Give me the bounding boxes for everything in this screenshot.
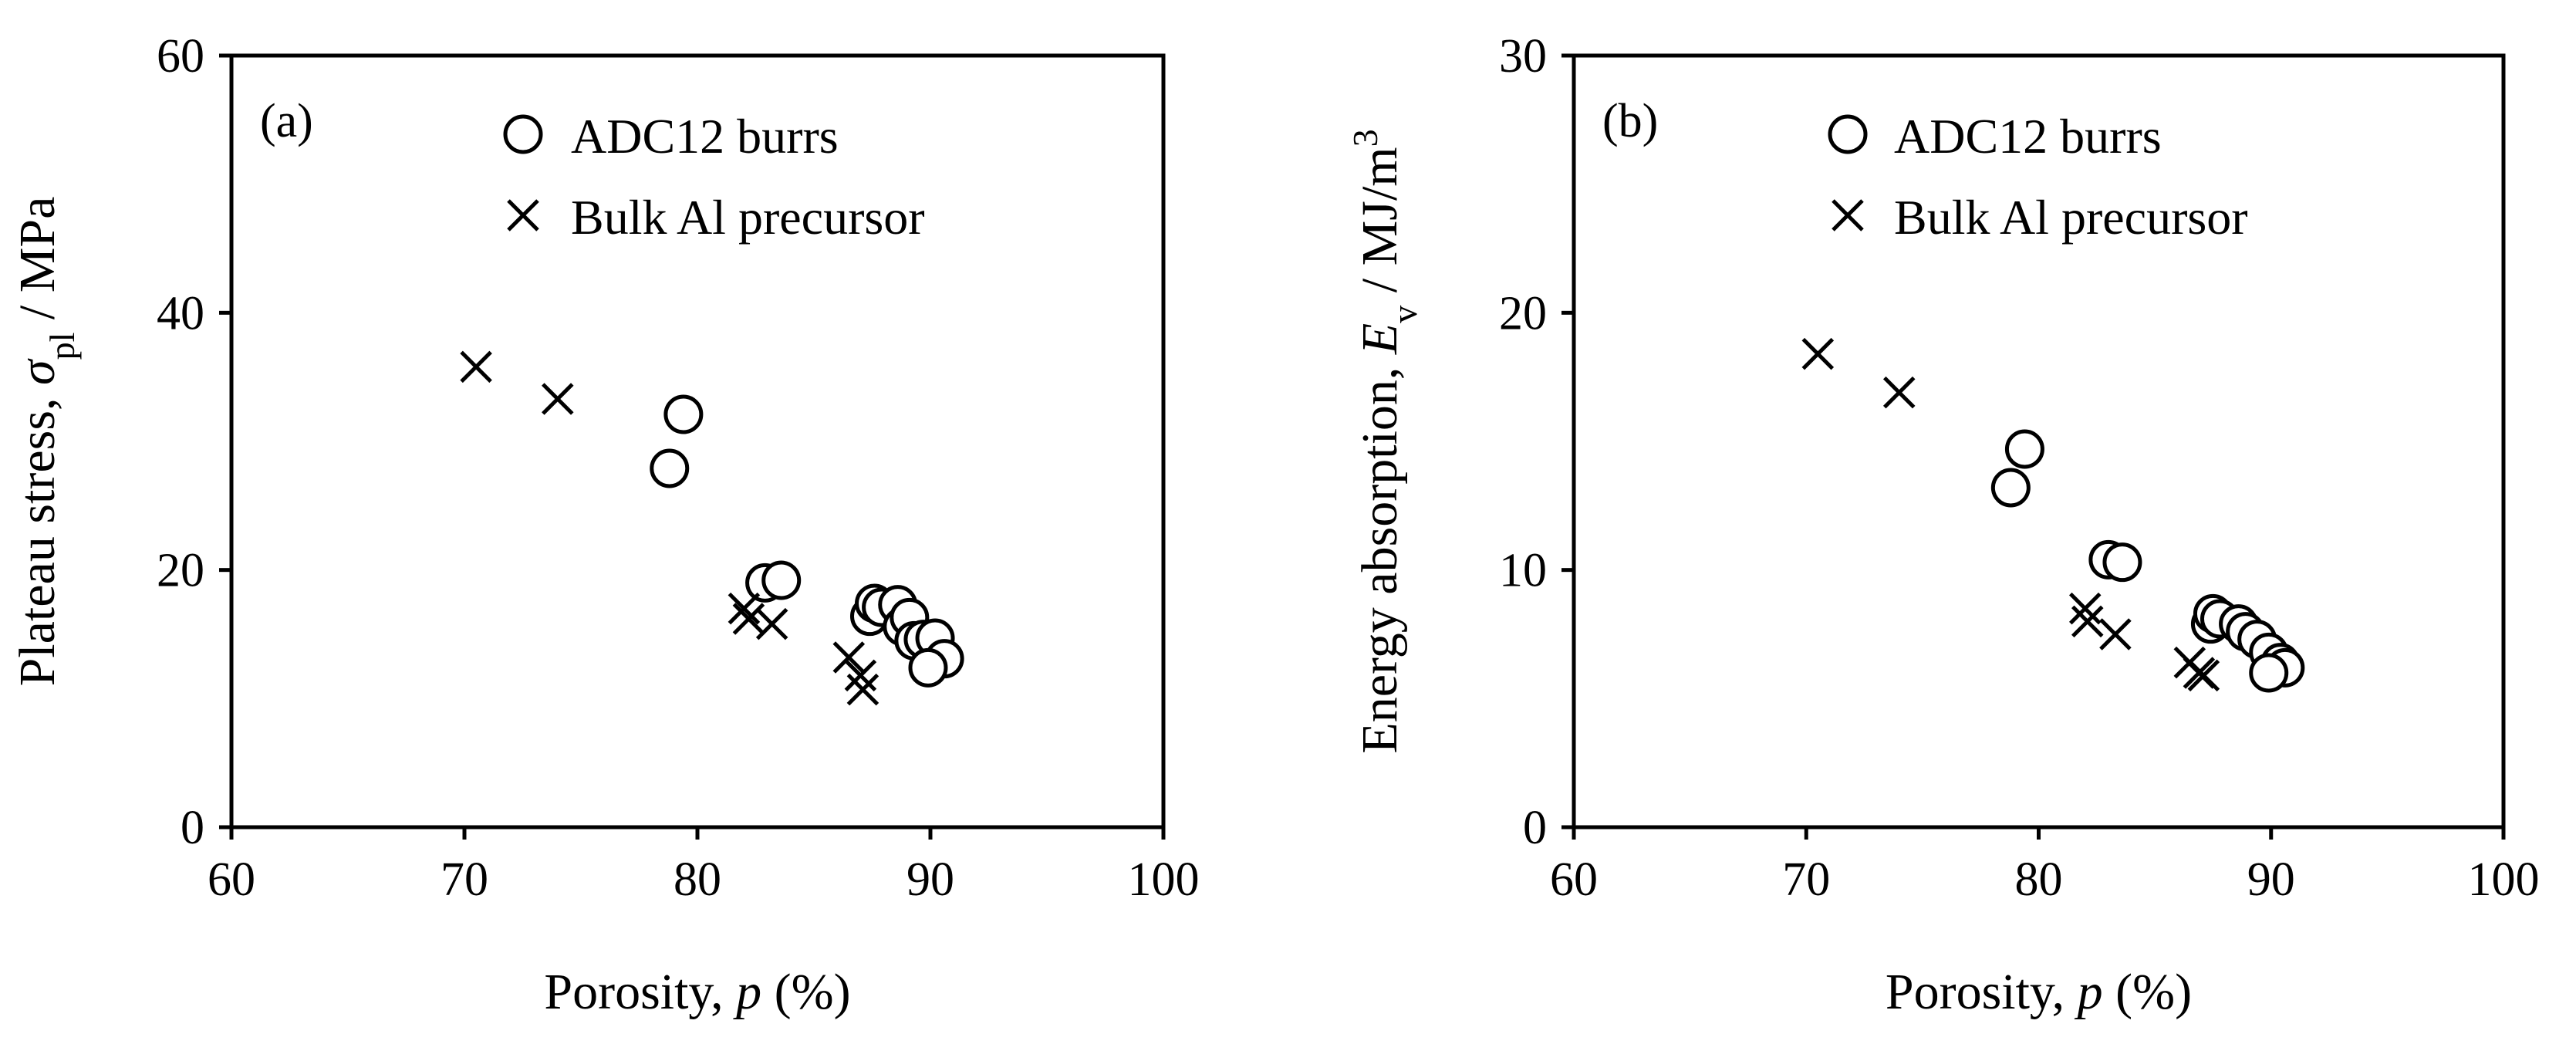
y-axis-title-symbol: E	[1352, 323, 1408, 355]
data-point-circle	[2102, 542, 2142, 583]
legend-cross-marker-stroke-b	[507, 199, 539, 231]
data-point-cross-stroke-b	[2068, 592, 2102, 625]
data-point-cross-stroke-b	[2071, 605, 2104, 638]
legend-label: ADC12 burrs	[571, 109, 839, 164]
legend-label: Bulk Al precursor	[571, 190, 925, 245]
x-axis-title: Porosity, p (%)	[1886, 964, 2192, 1020]
chart-panel-a: 60 70 80 90 100 0 20 40 60 Porosity, p (%) Plateau…	[9, 30, 1200, 1020]
data-point-cross-stroke-b	[832, 641, 866, 674]
data-point-cross-stroke-b	[542, 383, 574, 415]
data-point-cross-stroke-b	[2099, 618, 2132, 650]
y-axis-title-superscript: 3	[1345, 129, 1385, 147]
y-axis-title-suffix: / MJ/m	[1352, 147, 1408, 305]
y-tick-label: 60	[157, 30, 204, 83]
x-tick-label: 60	[1550, 853, 1598, 906]
plot-frame	[229, 53, 1166, 830]
data-point-cross	[2187, 659, 2220, 692]
data-point-cross-stroke-b	[846, 673, 879, 706]
chart-panel-b: 60 70 80 90 100 0 10 20 30 Porosity, p (%) Energy …	[1345, 30, 2540, 1020]
x-tick-label: 60	[208, 853, 255, 906]
y-axis-title-prefix: Plateau stress,	[9, 385, 66, 686]
series-bulk-al-precursor	[460, 350, 879, 706]
y-axis-title-prefix: Energy absorption,	[1352, 354, 1408, 754]
x-axis-title-suffix: (%)	[761, 964, 850, 1020]
panel-label: (a)	[260, 95, 313, 147]
y-axis-title: Energy absorption, Ev / MJ/m3	[1345, 129, 1424, 753]
data-point-cross	[2068, 592, 2102, 625]
y-tick-label: 40	[157, 287, 204, 340]
x-tick-label: 90	[2247, 853, 2295, 906]
legend-cross-marker-stroke-b	[1832, 199, 1864, 231]
legend-label: ADC12 burrs	[1894, 109, 2162, 164]
data-point-circle	[1990, 468, 2031, 508]
data-point-circle	[908, 647, 948, 688]
y-tick-label: 30	[1499, 30, 1547, 83]
data-point-cross	[755, 607, 788, 640]
data-point-cross	[728, 592, 761, 625]
legend-cross-marker	[1832, 199, 1864, 231]
x-tick-label: 100	[1128, 853, 1200, 906]
panel-label: (b)	[1602, 95, 1658, 147]
legend: ADC12 burrs Bulk Al precursor	[503, 109, 925, 245]
data-point-cross-stroke-b	[728, 592, 761, 625]
data-point-cross	[844, 659, 877, 692]
data-point-cross	[2099, 618, 2132, 650]
y-tick-label: 20	[1499, 287, 1547, 340]
data-point-circle	[663, 394, 704, 434]
series-adc12-burrs	[1990, 429, 2305, 693]
data-point-circle	[2249, 653, 2289, 693]
data-point-cross-stroke-b	[1801, 337, 1835, 370]
y-axis-title: Plateau stress, σpl / MPa	[9, 197, 82, 687]
y-axis-title-suffix: / MPa	[9, 197, 66, 333]
legend-circle-marker	[503, 114, 543, 154]
x-axis-title-symbol: p	[733, 964, 761, 1020]
data-point-circle	[2004, 429, 2044, 469]
data-point-cross-stroke-b	[755, 607, 788, 640]
y-tick-label: 20	[157, 545, 204, 597]
data-point-cross-stroke-b	[460, 350, 492, 384]
series-adc12-burrs	[650, 394, 964, 688]
data-point-cross	[1801, 337, 1835, 370]
y-tick-label: 0	[1523, 802, 1547, 854]
data-point-circle	[761, 560, 802, 600]
x-tick-label: 100	[2468, 853, 2540, 906]
y-axis-title-subscript: pl	[42, 333, 82, 360]
data-point-cross	[832, 641, 866, 674]
data-point-cross	[846, 673, 879, 706]
data-point-cross	[460, 350, 492, 384]
data-point-cross-stroke-b	[2187, 659, 2220, 692]
x-tick-label: 90	[906, 853, 954, 906]
legend: ADC12 burrs Bulk Al precursor	[1828, 109, 2248, 245]
x-axis-title-suffix: (%)	[2103, 964, 2192, 1020]
legend-circle-marker	[1828, 114, 1868, 154]
y-axis-title-subscript: v	[1385, 306, 1424, 323]
y-tick-label: 10	[1499, 545, 1547, 597]
x-tick-label: 70	[1782, 853, 1830, 906]
x-tick-label: 80	[2015, 853, 2063, 906]
x-axis-title: Porosity, p (%)	[544, 964, 850, 1020]
data-point-circle	[650, 448, 690, 488]
legend-cross-marker	[507, 199, 539, 231]
x-axis-title-prefix: Porosity,	[544, 964, 736, 1020]
x-axis-title-symbol: p	[2075, 964, 2103, 1020]
y-tick-label: 0	[181, 802, 204, 854]
data-point-cross-stroke-b	[844, 659, 877, 692]
data-point-cross	[542, 383, 574, 415]
y-axis-title-symbol: σ	[9, 358, 66, 385]
x-axis-title-prefix: Porosity,	[1886, 964, 2078, 1020]
data-point-cross	[2071, 605, 2104, 638]
data-point-cross-stroke-b	[1882, 376, 1916, 409]
series-bulk-al-precursor	[1801, 337, 2220, 692]
x-tick-label: 80	[674, 853, 721, 906]
data-point-cross	[1882, 376, 1916, 409]
x-tick-label: 70	[441, 853, 488, 906]
legend-label: Bulk Al precursor	[1894, 190, 2248, 245]
